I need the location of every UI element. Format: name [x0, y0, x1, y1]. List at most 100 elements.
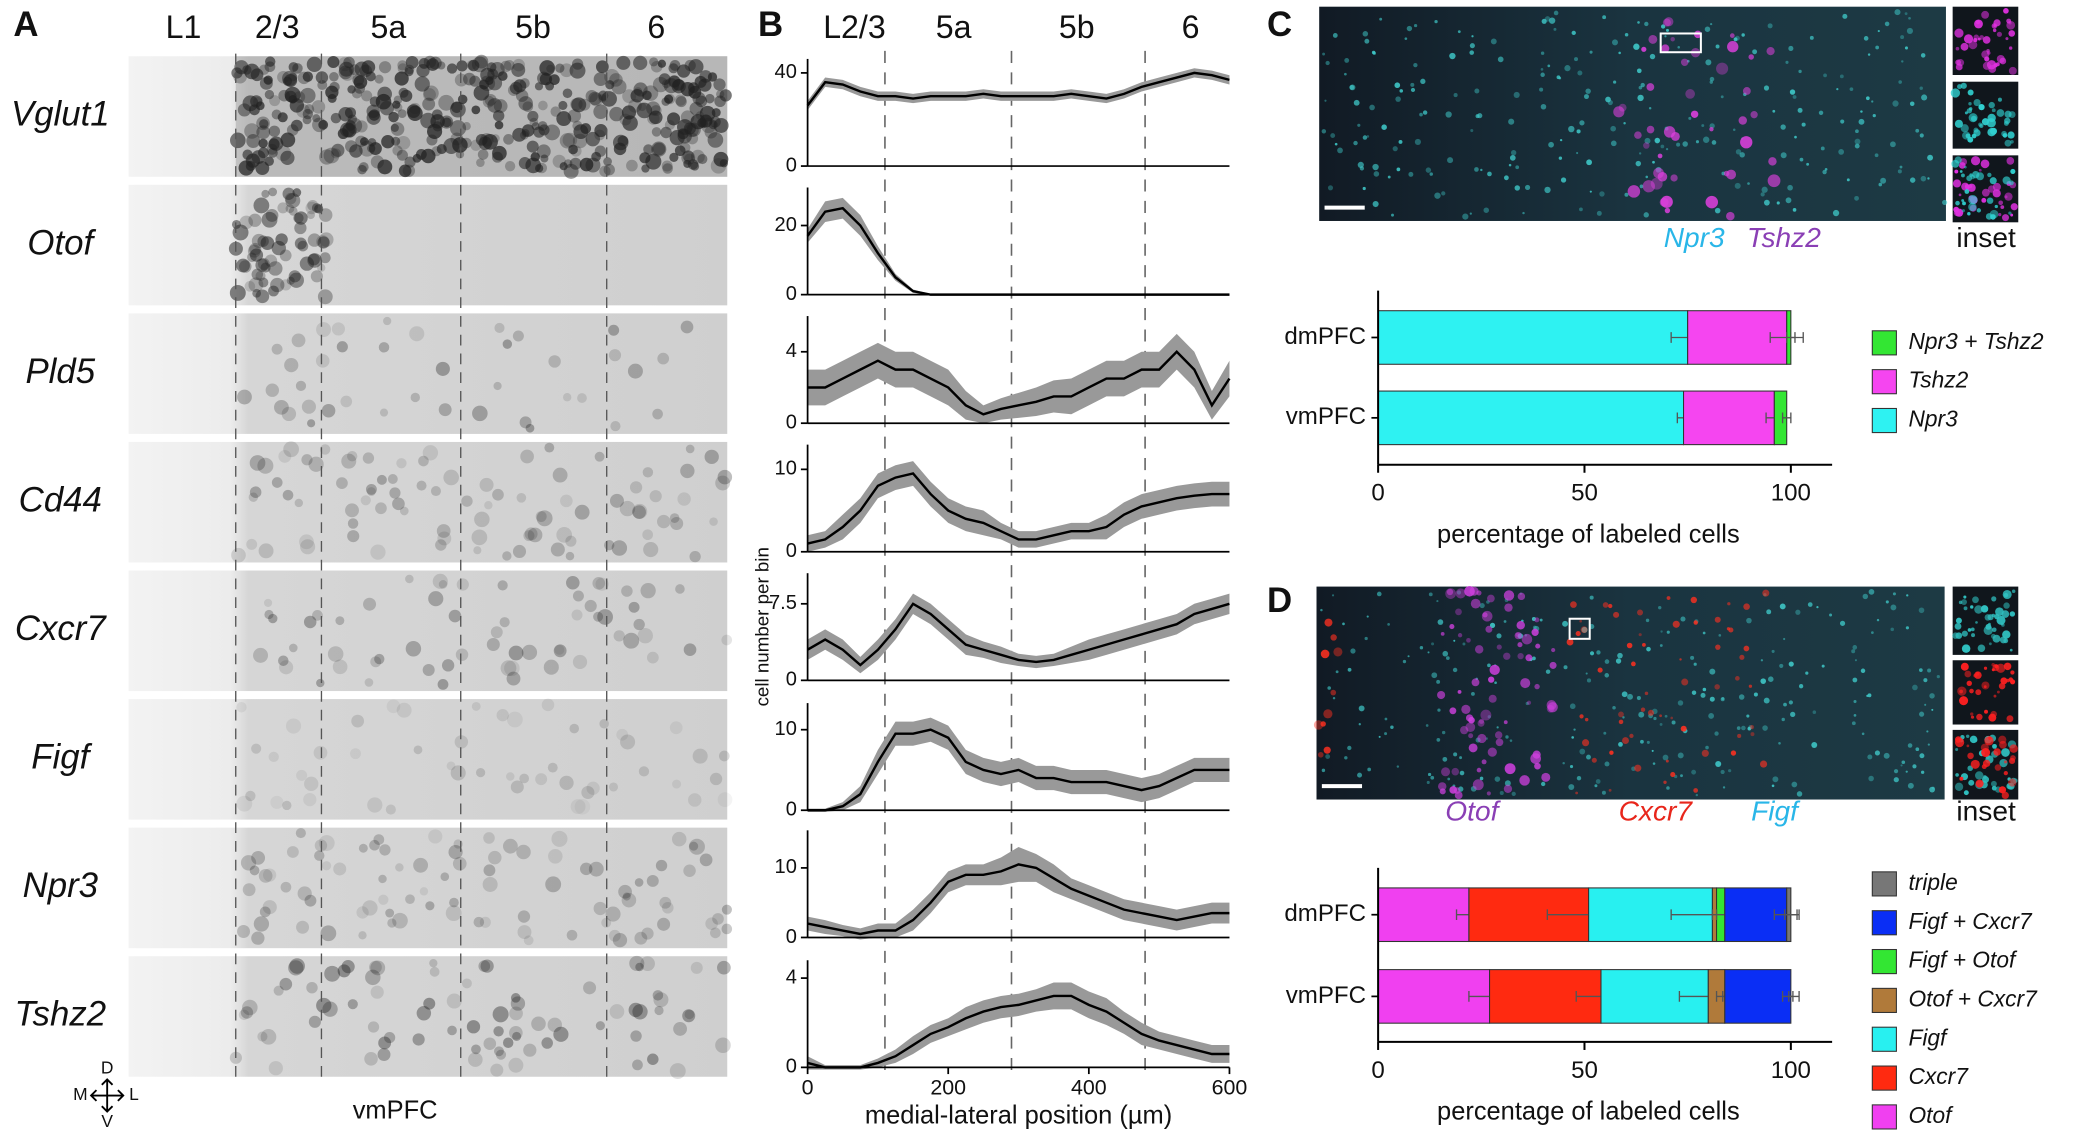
cell [384, 1031, 396, 1044]
cell [579, 157, 594, 172]
cell [548, 849, 563, 864]
cell [507, 711, 523, 728]
signal-dot [1486, 600, 1490, 604]
cell [502, 339, 513, 349]
cell [416, 63, 430, 78]
signal-dot [1927, 743, 1930, 746]
cell [314, 850, 325, 861]
cell [378, 61, 392, 74]
cell [301, 454, 313, 466]
signal-dot [1570, 601, 1577, 608]
cell [468, 1052, 483, 1067]
inset-dot [1991, 668, 1995, 672]
inset-dot [2009, 648, 2013, 652]
inset-dot [1972, 596, 1979, 604]
cell [233, 69, 247, 84]
signal-dot [1854, 195, 1859, 201]
cell [714, 95, 726, 108]
signal-dot [1643, 142, 1650, 149]
cell [257, 258, 270, 270]
cell [317, 79, 328, 90]
signal-dot [1436, 679, 1441, 684]
cell [412, 153, 422, 163]
inset-dot [2000, 205, 2005, 210]
y-tick-label: 0 [786, 799, 797, 821]
signal-dot [1330, 133, 1336, 138]
signal-dot [1575, 791, 1579, 795]
inset-dot [1950, 88, 1961, 98]
cell [478, 136, 492, 150]
signal-dot [1511, 791, 1516, 797]
signal-dot [1571, 736, 1575, 739]
signal-dot [1680, 616, 1686, 622]
cell [307, 419, 316, 428]
bar-segment [1377, 310, 1689, 365]
gene-label: Npr3 [23, 866, 99, 905]
cell [688, 59, 704, 75]
inset-dot [1980, 159, 1990, 169]
inset-dot [1954, 28, 1964, 38]
y-tick-label: 10 [775, 718, 797, 740]
inset-dot [1961, 644, 1971, 653]
cell [646, 651, 659, 664]
cell [710, 927, 721, 939]
cell [396, 702, 412, 718]
signal-dot [1544, 186, 1551, 194]
cell [293, 91, 306, 103]
cell [449, 897, 459, 908]
cell [316, 678, 325, 688]
signal-dot [1794, 135, 1797, 139]
legend-label: Figf + Cxcr7 [1908, 908, 2033, 934]
signal-dot [1741, 725, 1746, 731]
signal-dot [1426, 780, 1430, 785]
signal-dot [1437, 619, 1444, 625]
inset-dot [1955, 46, 1960, 51]
signal-dot [1503, 175, 1509, 181]
signal-dot [1633, 43, 1640, 50]
cell [503, 59, 515, 71]
cell [285, 193, 301, 209]
signal-dot [1497, 56, 1504, 63]
error-bar [1783, 909, 1798, 921]
signal-dot [1320, 608, 1323, 612]
cell [259, 119, 269, 129]
signal-dot [1739, 152, 1745, 158]
inset-dot [1999, 740, 2007, 749]
inset-label: inset [1956, 222, 2016, 253]
cell [648, 110, 663, 125]
inset-dot [1968, 107, 1973, 111]
cell [282, 800, 292, 811]
signal-dot [1332, 33, 1338, 38]
signal-dot [1807, 602, 1813, 607]
signal-dot [1901, 760, 1906, 765]
gene-label: Pld5 [25, 352, 95, 391]
signal-dot [1399, 89, 1404, 93]
cell [385, 908, 395, 918]
inset-dot [1970, 712, 1974, 716]
cell [491, 151, 503, 163]
signal-dot [1488, 694, 1497, 703]
cell [244, 281, 256, 292]
inset-dot [1967, 89, 1974, 96]
signal-dot [1663, 780, 1667, 784]
signal-dot [1344, 756, 1348, 760]
signal-dot [1485, 625, 1493, 633]
signal-dot [1720, 95, 1724, 99]
cell [303, 792, 317, 807]
signal-dot [1387, 175, 1391, 179]
cell [308, 253, 320, 266]
signal-dot [1595, 779, 1601, 784]
signal-dot [1489, 622, 1496, 628]
signal-dot [1637, 94, 1644, 102]
signal-dot [1494, 731, 1503, 739]
cell [300, 539, 316, 555]
signal-dot [1503, 784, 1513, 793]
cell [364, 1052, 378, 1066]
cell [642, 467, 654, 478]
cell [680, 320, 694, 334]
signal-dot [1924, 703, 1927, 706]
signal-dot [1617, 652, 1623, 659]
signal-dot [1762, 589, 1770, 597]
inset-dot [1991, 23, 1998, 29]
cell [324, 965, 341, 982]
